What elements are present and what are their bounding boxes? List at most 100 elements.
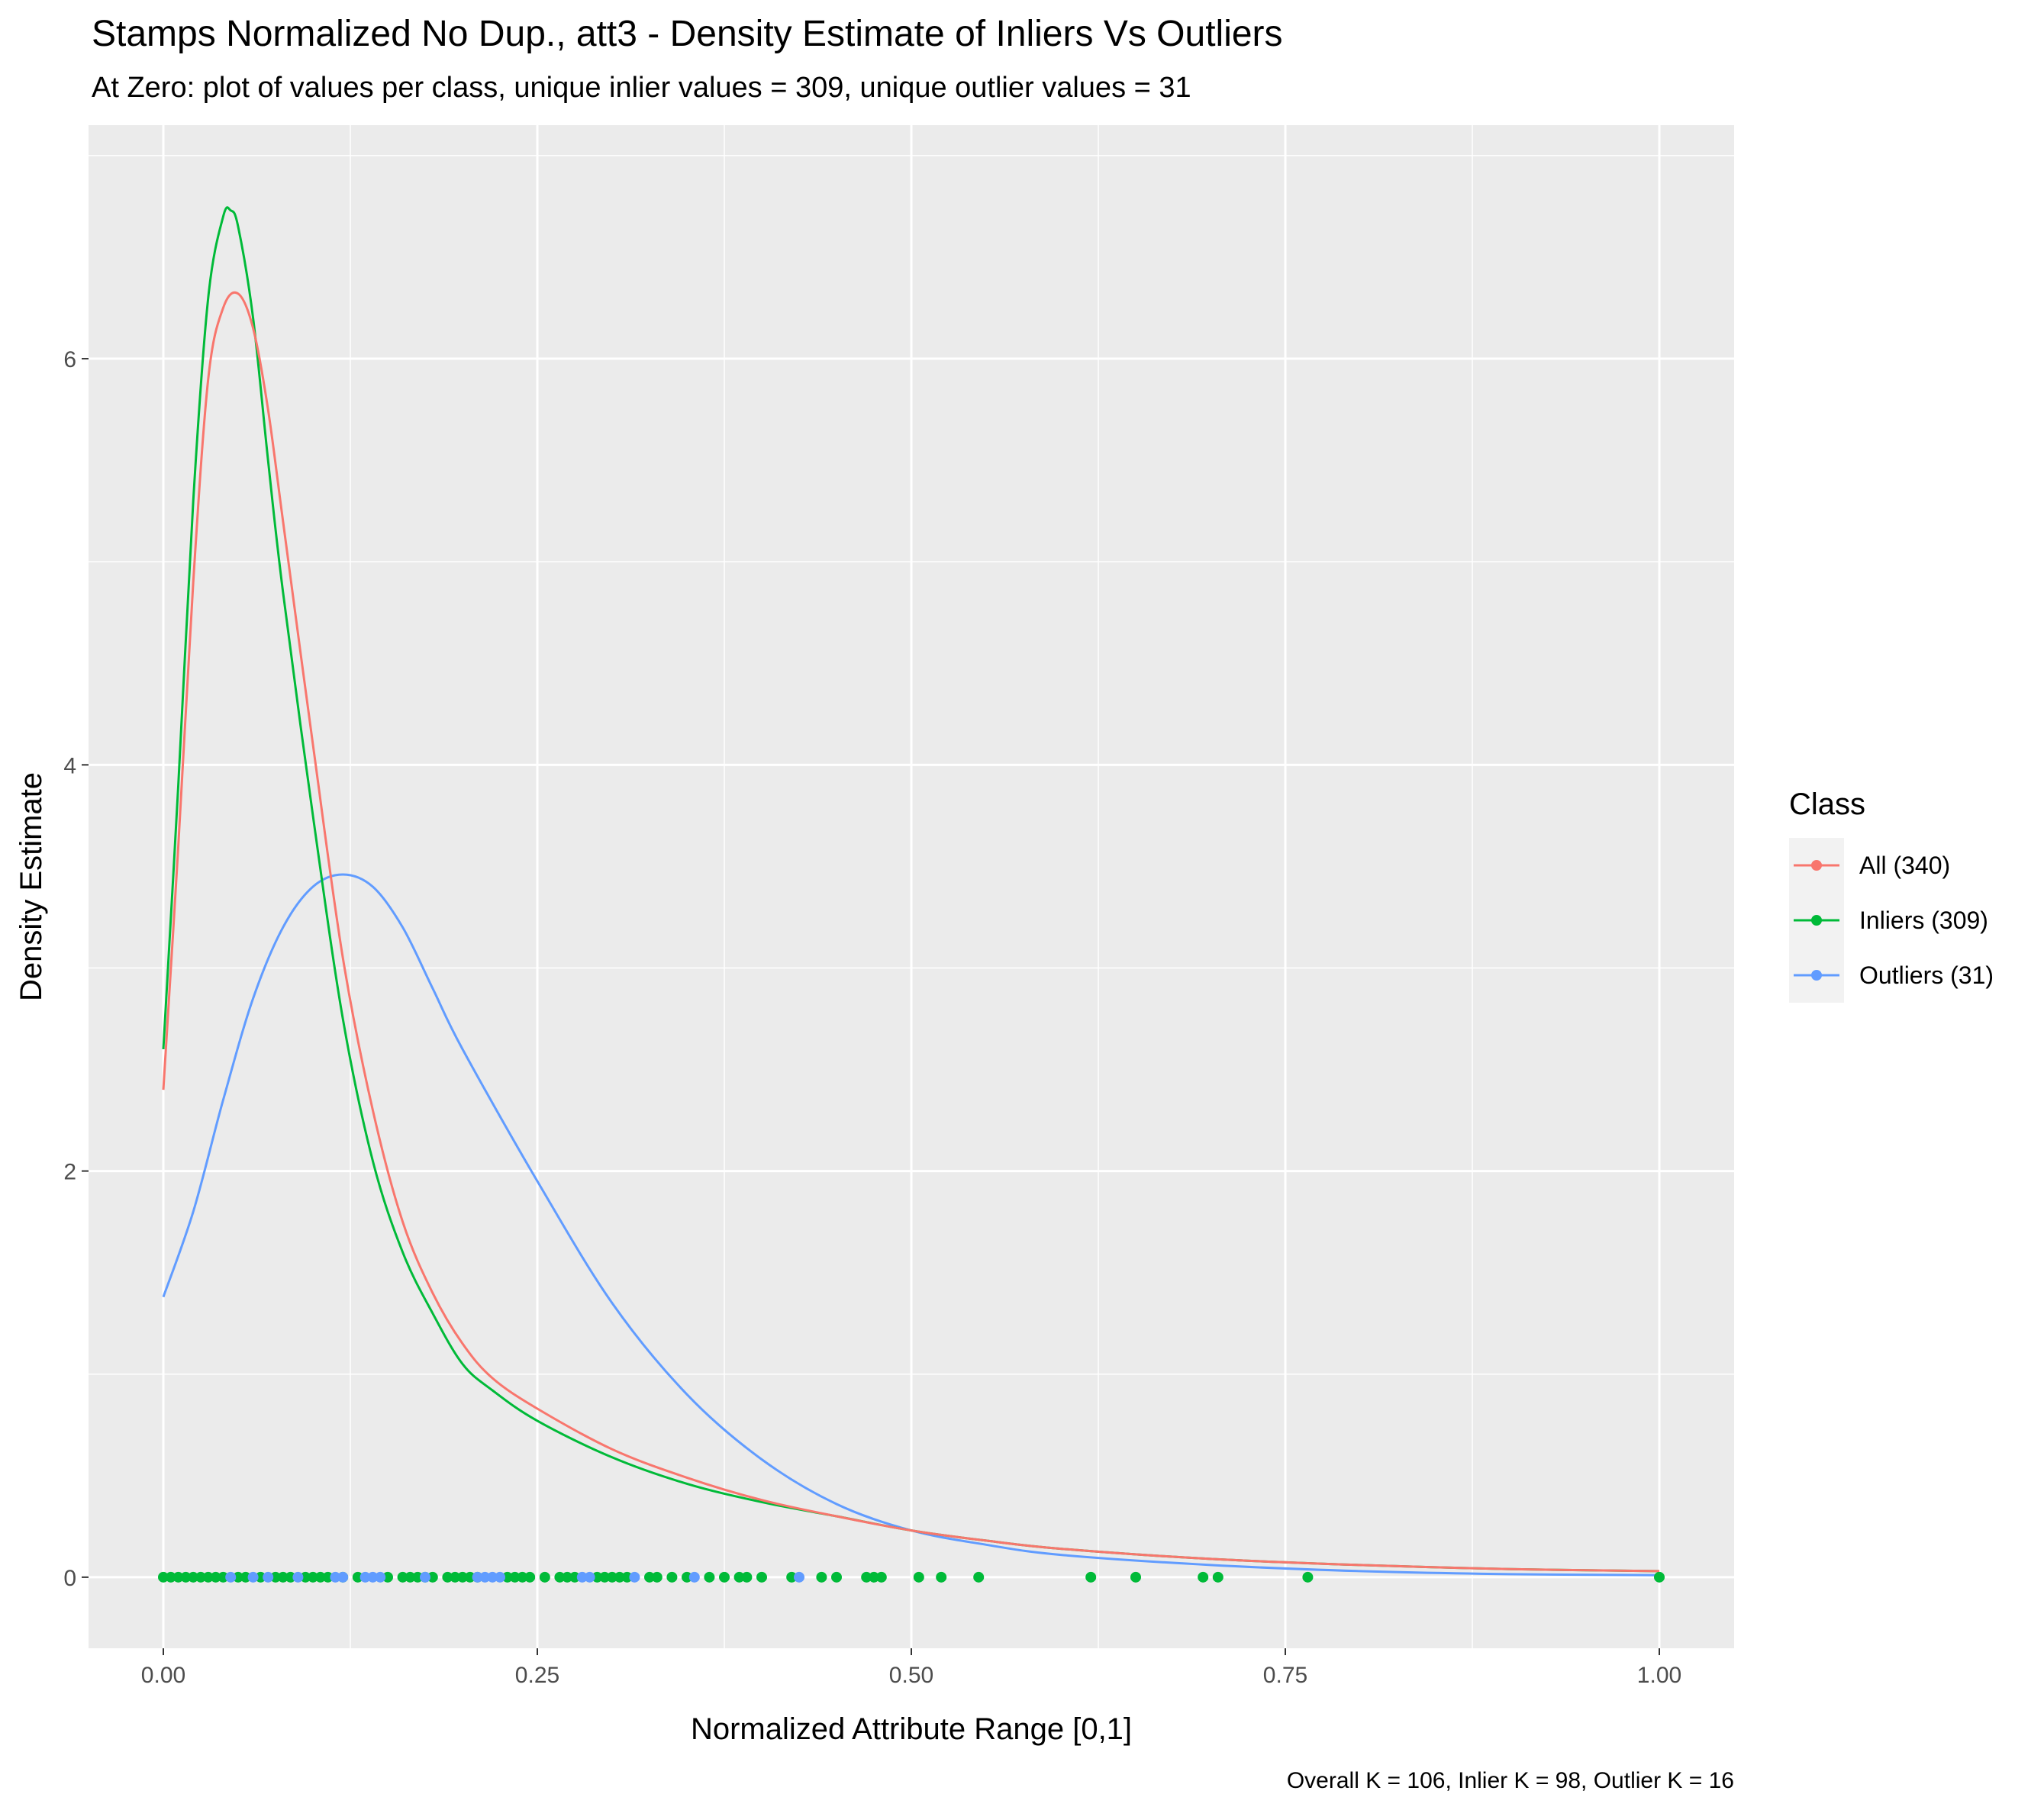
inlier-point: [741, 1571, 753, 1583]
inlier-point: [539, 1571, 550, 1583]
legend: Class All (340) Inliers (309) Outliers (31…: [1789, 788, 1994, 1003]
inlier-point: [831, 1571, 842, 1583]
x-tick-label: 0.50: [889, 1663, 933, 1688]
outlier-point: [225, 1571, 237, 1583]
inlier-point: [405, 1571, 416, 1583]
chart-title: Stamps Normalized No Dup., att3 - Densit…: [92, 14, 1283, 54]
inlier-point: [412, 1571, 424, 1583]
x-tick-label: 0.25: [515, 1663, 559, 1688]
inlier-point: [240, 1571, 251, 1583]
inlier-point: [450, 1571, 461, 1583]
value-points: [158, 1571, 1665, 1583]
outlier-point: [292, 1571, 304, 1583]
inlier-point: [270, 1571, 281, 1583]
outlier-point: [576, 1571, 588, 1583]
outlier-point: [794, 1571, 804, 1583]
inlier-point: [322, 1571, 334, 1583]
inlier-point: [195, 1571, 206, 1583]
chart-caption: Overall K = 106, Inlier K = 98, Outlier …: [1287, 1768, 1734, 1793]
inlier-point: [501, 1571, 513, 1583]
inlier-point: [666, 1571, 678, 1583]
inlier-point: [861, 1571, 872, 1583]
inlier-point: [277, 1571, 289, 1583]
outlier-point: [487, 1571, 498, 1583]
inlier-point: [165, 1571, 176, 1583]
inlier-point: [202, 1571, 214, 1583]
inlier-point: [427, 1571, 438, 1583]
inlier-point: [233, 1571, 243, 1583]
chart-subtitle: At Zero: plot of values per class, uniqu…: [92, 72, 1191, 104]
density-curves: [162, 206, 1660, 1577]
inlier-point: [1198, 1571, 1209, 1583]
legend-title: Class: [1789, 788, 1865, 821]
outlier-point: [359, 1571, 371, 1583]
major-gridlines: [89, 125, 1734, 1648]
inlier-point: [308, 1571, 318, 1583]
inlier-point: [509, 1571, 521, 1583]
outlier-point: [367, 1571, 379, 1583]
inlier-point: [756, 1571, 767, 1583]
inlier-point: [682, 1571, 692, 1583]
inlier-point: [397, 1571, 408, 1583]
inlier-point: [180, 1571, 192, 1583]
legend-label: All (340): [1859, 852, 1950, 879]
inlier-point: [562, 1571, 573, 1583]
inlier-point: [524, 1571, 536, 1583]
inlier-point: [569, 1571, 580, 1583]
y-tick-label: 6: [63, 347, 76, 372]
inlier-point: [1302, 1571, 1314, 1583]
inlier-point: [464, 1571, 476, 1583]
outlier-point: [330, 1571, 341, 1583]
outlier-point: [479, 1571, 491, 1583]
inlier-point: [621, 1571, 633, 1583]
inlier-point: [973, 1571, 985, 1583]
inlier-point: [188, 1571, 199, 1583]
inlier-point: [172, 1571, 184, 1583]
legend-key-point: [1811, 970, 1822, 981]
inlier-point: [554, 1571, 566, 1583]
y-tick-label: 2: [63, 1160, 76, 1185]
outlier-point: [472, 1571, 483, 1583]
outlier-point: [247, 1571, 259, 1583]
inlier-point: [442, 1571, 453, 1583]
outlier-point: [263, 1571, 274, 1583]
inlier-point: [457, 1571, 468, 1583]
outlier-point: [375, 1571, 386, 1583]
legend-items: All (340) Inliers (309) Outliers (31): [1789, 838, 1994, 1003]
inlier-point: [614, 1571, 625, 1583]
inlier-point: [704, 1571, 715, 1583]
x-tick-label: 0.00: [141, 1663, 185, 1688]
y-axis-title: Density Estimate: [15, 772, 48, 1001]
inlier-point: [517, 1571, 528, 1583]
inlier-point: [644, 1571, 655, 1583]
inlier-point: [1212, 1571, 1223, 1583]
inlier-point: [786, 1571, 798, 1583]
y-tick-label: 4: [63, 753, 76, 778]
inlier-point: [1654, 1571, 1665, 1583]
outlier-point: [629, 1571, 640, 1583]
outlier-point: [495, 1571, 505, 1583]
density-curve-outliers: [162, 873, 1660, 1577]
inlier-point: [733, 1571, 745, 1583]
inlier-point: [1130, 1571, 1141, 1583]
inlier-point: [599, 1571, 611, 1583]
inlier-point: [719, 1571, 730, 1583]
inlier-point: [816, 1571, 827, 1583]
x-tick-label: 0.75: [1263, 1663, 1307, 1688]
x-axis-title: Normalized Attribute Range [0,1]: [691, 1712, 1132, 1746]
legend-label: Inliers (309): [1859, 907, 1988, 934]
outlier-point: [420, 1571, 430, 1583]
inlier-point: [651, 1571, 663, 1583]
inlier-point: [913, 1571, 924, 1583]
outlier-point: [584, 1571, 595, 1583]
inlier-point: [1085, 1571, 1097, 1583]
inlier-point: [352, 1571, 363, 1583]
outlier-point: [337, 1571, 349, 1583]
x-tick-label: 1.00: [1637, 1663, 1681, 1688]
legend-key-point: [1811, 915, 1822, 926]
inlier-point: [382, 1571, 393, 1583]
y-axis-ticks: 0 2 4 6: [63, 347, 89, 1591]
density-curve-all: [162, 291, 1660, 1573]
inlier-point: [210, 1571, 221, 1583]
